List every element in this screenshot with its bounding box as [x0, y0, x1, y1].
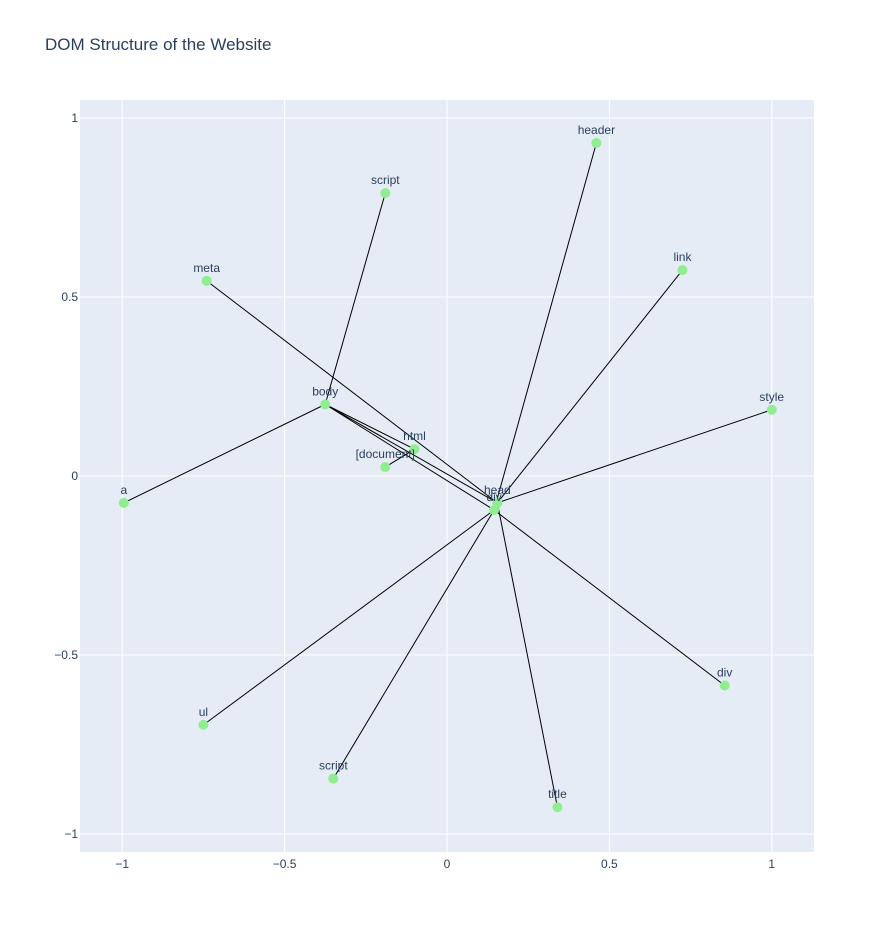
- node-label-div_right: div: [717, 665, 732, 679]
- grid-lines: [80, 100, 814, 852]
- node-label-head: head: [484, 483, 511, 497]
- node-header: [591, 137, 602, 148]
- y-tick-label: 0: [71, 469, 78, 483]
- node-title: [552, 802, 563, 813]
- edge-div_center-ul: [203, 509, 495, 726]
- edge-head-style: [497, 409, 772, 504]
- node-label-title: title: [548, 787, 567, 801]
- node-div_right: [719, 680, 730, 691]
- x-tick-label: 0: [444, 857, 451, 871]
- node-style: [766, 404, 777, 415]
- node-label-a: a: [121, 483, 128, 497]
- edge-body-script_top: [324, 192, 386, 405]
- node-label-html: html: [403, 429, 426, 443]
- node-label-script_bottom: script: [319, 759, 348, 773]
- axis-ticks: −1 −0.5 0 0.5 1 1 0.5 0 −0.5 −1: [54, 111, 775, 871]
- y-tick-label: −1: [64, 827, 78, 841]
- node-meta: [201, 275, 212, 286]
- x-tick-label: −0.5: [273, 857, 297, 871]
- x-tick-label: 1: [768, 857, 775, 871]
- edge-head-link: [496, 269, 683, 504]
- edge-div_center-header: [493, 142, 597, 511]
- nodes: [118, 137, 777, 813]
- node-label-document: [document]: [356, 447, 415, 461]
- node-label-div_center: div: [486, 490, 501, 504]
- node-label-body: body: [312, 384, 338, 398]
- edge-head-meta: [206, 280, 498, 504]
- node-label-header: header: [578, 123, 615, 137]
- edge-div_center-div_right: [493, 509, 725, 686]
- x-tick-label: −1: [115, 857, 129, 871]
- node-script_top: [380, 188, 391, 199]
- edge-body-div_center: [324, 403, 495, 511]
- node-label-meta: meta: [193, 261, 220, 275]
- node-ul: [198, 719, 209, 730]
- node-html: [409, 444, 420, 455]
- node-script_bottom: [328, 773, 339, 784]
- edge-body-head: [324, 403, 498, 504]
- edge-html-body: [324, 403, 415, 450]
- node-label-ul: ul: [199, 705, 208, 719]
- x-tick-label: 0.5: [601, 857, 618, 871]
- y-tick-label: 1: [71, 111, 78, 125]
- node-labels: [document]htmlheaddivbodyscriptheadermet…: [121, 123, 785, 801]
- node-label-script_top: script: [371, 173, 400, 187]
- edge-body-a: [123, 403, 326, 504]
- node-link: [677, 265, 688, 276]
- node-document: [380, 462, 391, 473]
- chart-title: DOM Structure of the Website: [45, 35, 271, 54]
- node-label-link: link: [673, 250, 692, 264]
- y-tick-label: 0.5: [61, 290, 78, 304]
- y-tick-label: −0.5: [54, 648, 78, 662]
- node-label-style: style: [759, 390, 784, 404]
- node-a: [118, 497, 129, 508]
- node-div_center: [489, 505, 500, 516]
- edge-div_center-script_bottom: [332, 509, 495, 779]
- edges: [123, 142, 772, 808]
- edge-head-title: [496, 502, 558, 808]
- node-body: [320, 399, 331, 410]
